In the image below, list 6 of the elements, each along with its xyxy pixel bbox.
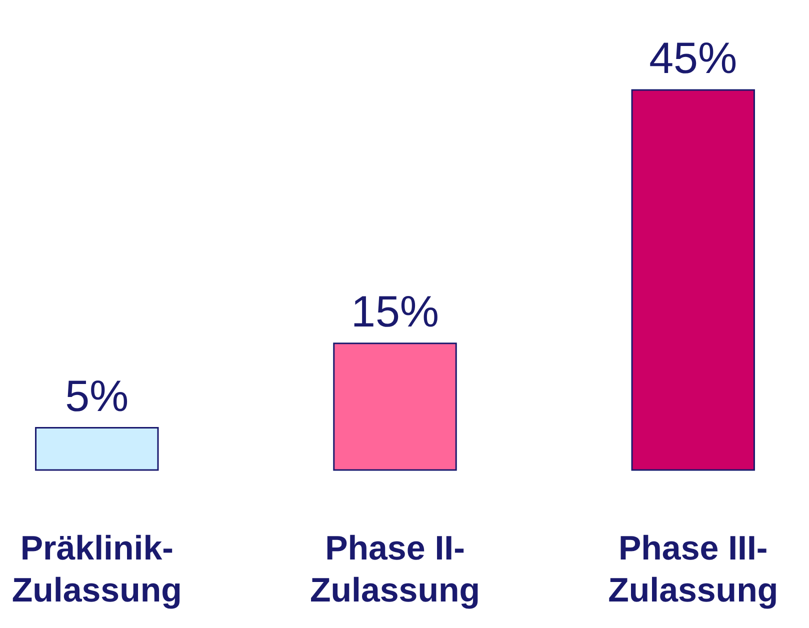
x-tick-label: Phase III- Zulassung	[608, 530, 778, 610]
data-label: 5%	[65, 372, 129, 421]
x-tick-label: Präklinik- Zulassung	[12, 530, 182, 610]
data-label: 15%	[350, 287, 440, 336]
data-label: 45%	[649, 34, 738, 83]
x-tick-label: Phase II- Zulassung	[310, 530, 480, 610]
